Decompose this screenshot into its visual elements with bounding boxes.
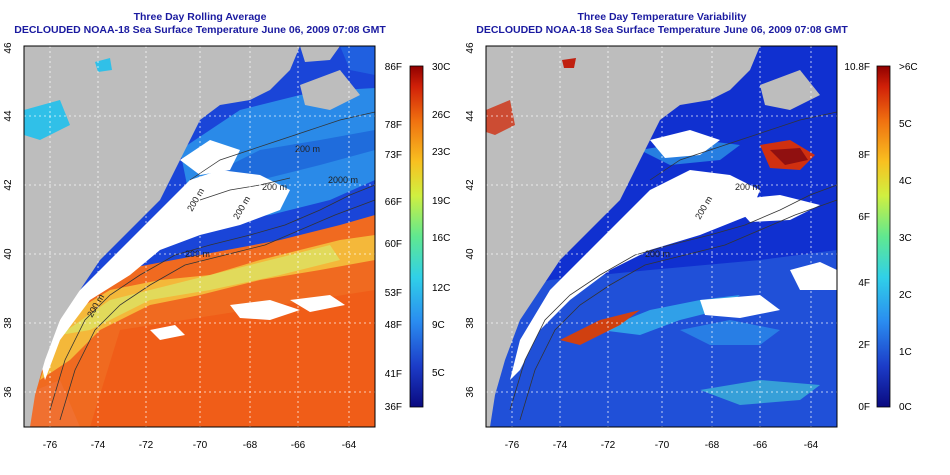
colorbar-label-f: 4F [858, 278, 870, 289]
colorbar-label-f: 66F [385, 197, 402, 208]
x-tick-label: -70 [655, 440, 670, 451]
y-tick-label: 40 [465, 248, 476, 260]
x-tick-label: -68 [243, 440, 258, 451]
y-tick-label: 42 [465, 179, 476, 191]
y-tick-label: 42 [3, 179, 14, 191]
y-tick-label: 36 [465, 386, 476, 398]
colorbar-label-c: 23C [432, 147, 450, 158]
colorbar-label-f: 78F [385, 120, 402, 131]
x-tick-label: -76 [43, 440, 58, 451]
colorbar-label-c: 2C [899, 290, 912, 301]
right-title-line1: Three Day Temperature Variability [577, 11, 747, 23]
x-tick-label: -76 [505, 440, 520, 451]
x-tick-label: -74 [91, 440, 106, 451]
x-tick-label: -72 [139, 440, 154, 451]
colorbar-label-c: 12C [432, 283, 450, 294]
right-colorbar-bar [876, 65, 891, 408]
colorbar-label-c: >6C [899, 62, 918, 73]
left-y-axis: 36 38 40 42 44 46 [3, 42, 14, 398]
colorbar-label-c: 0C [899, 402, 912, 413]
y-tick-label: 46 [3, 42, 14, 54]
x-tick-label: -64 [342, 440, 357, 451]
left-contour-label: 2000 m [328, 175, 358, 185]
left-title-line2: DECLOUDED NOAA-18 Sea Surface Temperatur… [14, 24, 386, 36]
left-x-axis: -76 -74 -72 -70 -68 -66 -64 [43, 440, 357, 451]
colorbar-label-f: 41F [385, 369, 402, 380]
colorbar-label-f: 73F [385, 150, 402, 161]
colorbar-label-c: 5C [899, 119, 912, 130]
y-tick-label: 36 [3, 386, 14, 398]
colorbar-label-c: 3C [899, 233, 912, 244]
colorbar-label-c: 26C [432, 110, 450, 121]
right-colorbar: 10.8F 8F 6F 4F 2F 0F >6C 5C 4C 3C 2C 1C … [844, 62, 917, 413]
colorbar-label-c: 19C [432, 196, 450, 207]
right-y-axis: 36 38 40 42 44 46 [465, 42, 476, 398]
colorbar-label-c: 30C [432, 62, 450, 73]
colorbar-label-f: 2F [858, 340, 870, 351]
colorbar-label-f: 48F [385, 320, 402, 331]
colorbar-label-c: 16C [432, 233, 450, 244]
right-title-line2: DECLOUDED NOAA-18 Sea Surface Temperatur… [476, 24, 848, 36]
left-grid [24, 46, 375, 427]
x-tick-label: -72 [601, 440, 616, 451]
y-tick-label: 44 [465, 110, 476, 122]
left-contour-label: 200 m [262, 182, 287, 192]
colorbar-label-c: 5C [432, 368, 445, 379]
left-colorbar-bar [409, 65, 424, 408]
left-map-frame [23, 45, 376, 428]
right-map-frame [485, 45, 838, 428]
right-land [486, 46, 760, 427]
x-tick-label: -74 [553, 440, 568, 451]
colorbar-label-f: 53F [385, 288, 402, 299]
colorbar-label-c: 4C [899, 176, 912, 187]
y-tick-label: 38 [3, 317, 14, 329]
colorbar-label-f: 0F [858, 402, 870, 413]
colorbar-label-f: 10.8F [844, 62, 870, 73]
y-tick-label: 46 [465, 42, 476, 54]
left-contour-label: 200 m [295, 144, 320, 154]
colorbar-label-f: 8F [858, 150, 870, 161]
x-tick-label: -70 [193, 440, 208, 451]
right-nova-scotia [760, 70, 820, 110]
y-tick-label: 38 [465, 317, 476, 329]
left-land [24, 46, 300, 427]
y-tick-label: 44 [3, 110, 14, 122]
x-tick-label: -64 [804, 440, 819, 451]
colorbar-label-f: 86F [385, 62, 402, 73]
left-colorbar: 86F 78F 73F 66F 60F 53F 48F 41F 36F 30C … [385, 62, 451, 413]
left-title-line1: Three Day Rolling Average [133, 11, 267, 23]
colorbar-label-f: 60F [385, 239, 402, 250]
left-map: 200 m 200 m 200 m 2000 m 200 m 200 m 200… [23, 45, 376, 428]
x-tick-label: -66 [291, 440, 306, 451]
right-contour-label: 200 m [735, 182, 760, 192]
colorbar-label-c: 9C [432, 320, 445, 331]
y-tick-label: 40 [3, 248, 14, 260]
colorbar-label-f: 36F [385, 402, 402, 413]
left-nova-scotia [300, 70, 360, 110]
right-map: 200 m 200 m 200 m [485, 45, 838, 428]
right-x-axis: -76 -74 -72 -70 -68 -66 -64 [505, 440, 819, 451]
left-contour-label: 200 m [185, 249, 210, 259]
right-grid [486, 46, 837, 427]
colorbar-label-c: 1C [899, 347, 912, 358]
x-tick-label: -68 [705, 440, 720, 451]
colorbar-label-f: 6F [858, 212, 870, 223]
x-tick-label: -66 [753, 440, 768, 451]
